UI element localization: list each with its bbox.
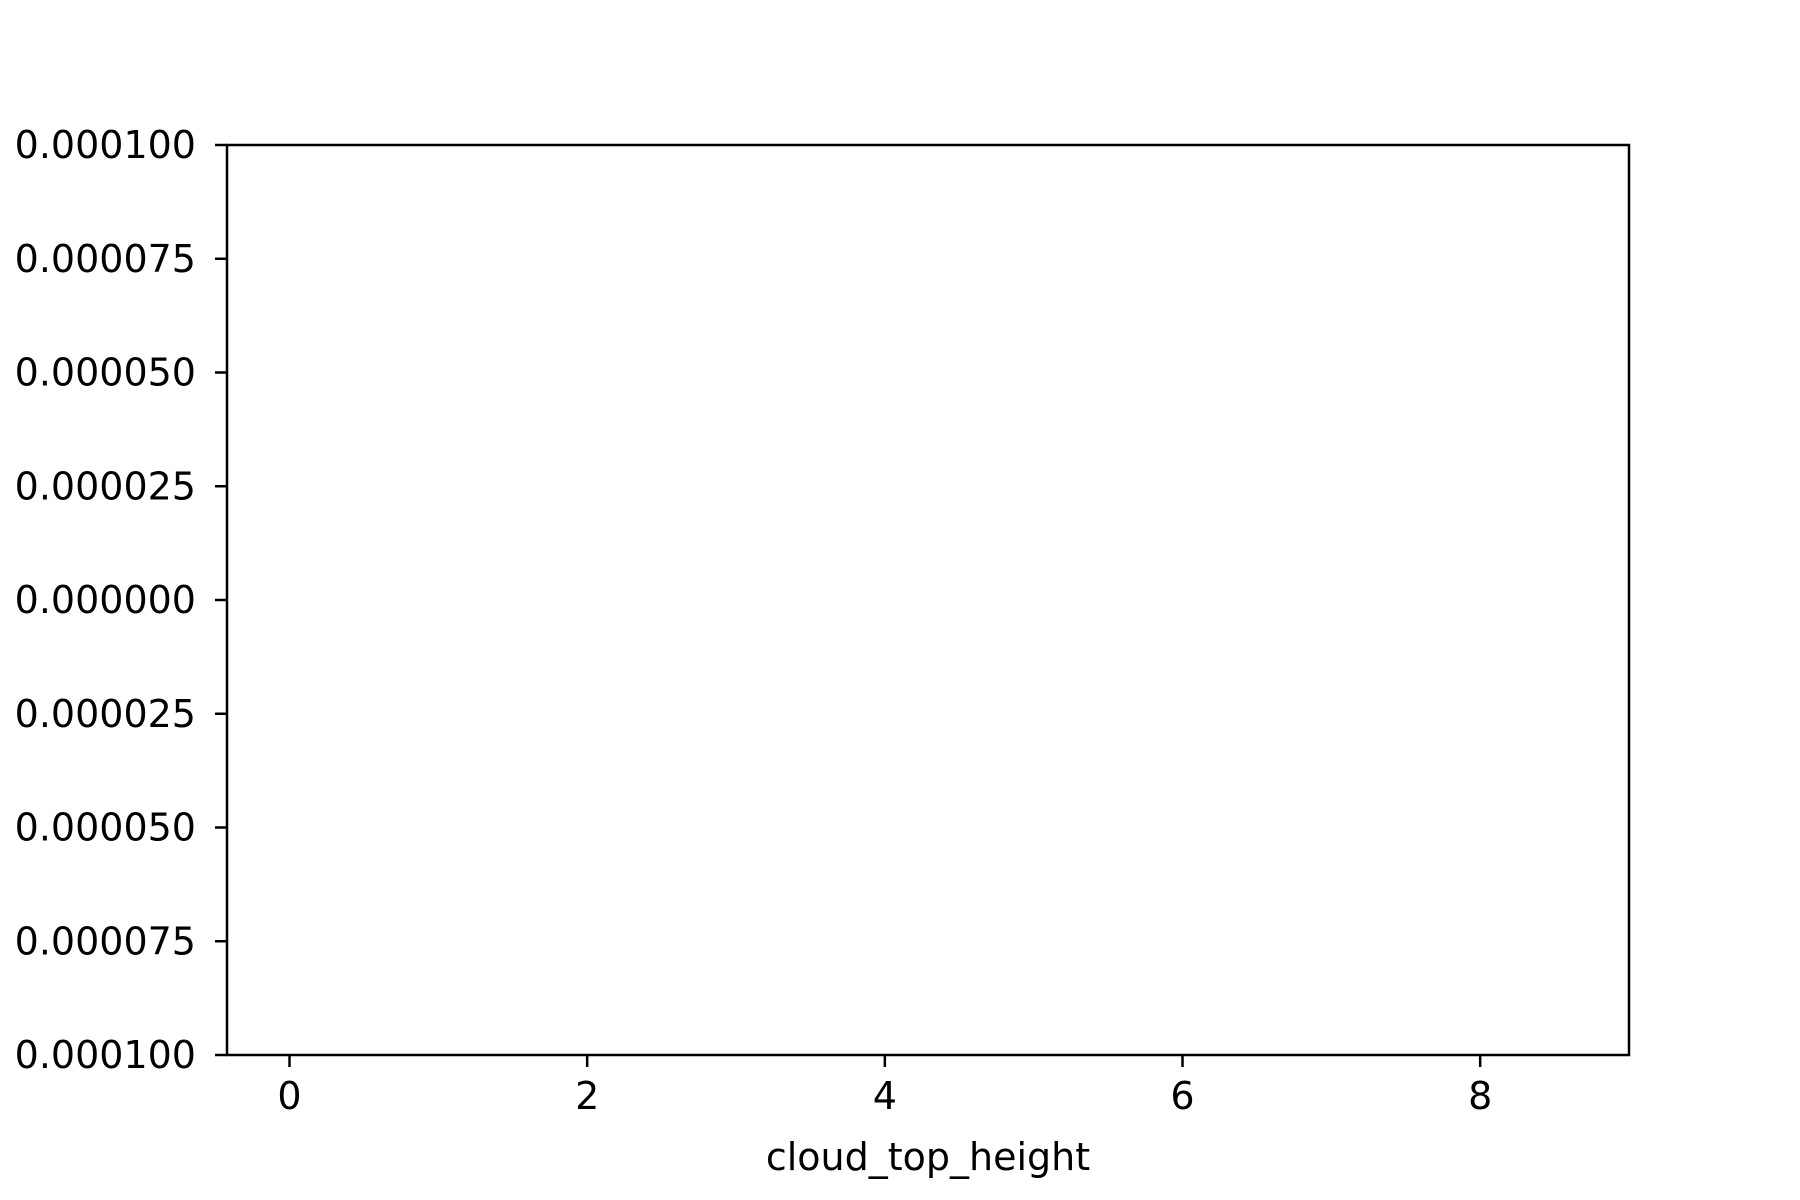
y-tick-label: 0.000050 — [15, 806, 196, 850]
x-tick-label: 0 — [277, 1074, 301, 1118]
x-axis-ticks: 0 2 4 6 8 — [277, 1055, 1492, 1118]
x-axis-label: cloud_top_height — [766, 1135, 1090, 1179]
y-tick-label: 0.000050 — [15, 351, 196, 395]
y-tick-label: 0.000075 — [15, 919, 196, 963]
x-tick-label: 6 — [1170, 1074, 1194, 1118]
x-tick-label: 8 — [1468, 1074, 1492, 1118]
y-tick-label: 0.000025 — [15, 692, 196, 736]
y-tick-label: 0.000000 — [15, 578, 196, 622]
y-axis-ticks: 0.000100 0.000075 0.000050 0.000025 0.000000… — [15, 123, 227, 1077]
x-tick-label: 2 — [575, 1074, 599, 1118]
y-tick-label: 0.000100 — [15, 123, 196, 167]
x-tick-label: 4 — [873, 1074, 897, 1118]
y-tick-label: 0.000025 — [15, 464, 196, 508]
y-tick-label: 0.000075 — [15, 237, 196, 281]
plot-area-frame — [225, 143, 1631, 1057]
y-tick-label: 0.000100 — [15, 1033, 196, 1077]
